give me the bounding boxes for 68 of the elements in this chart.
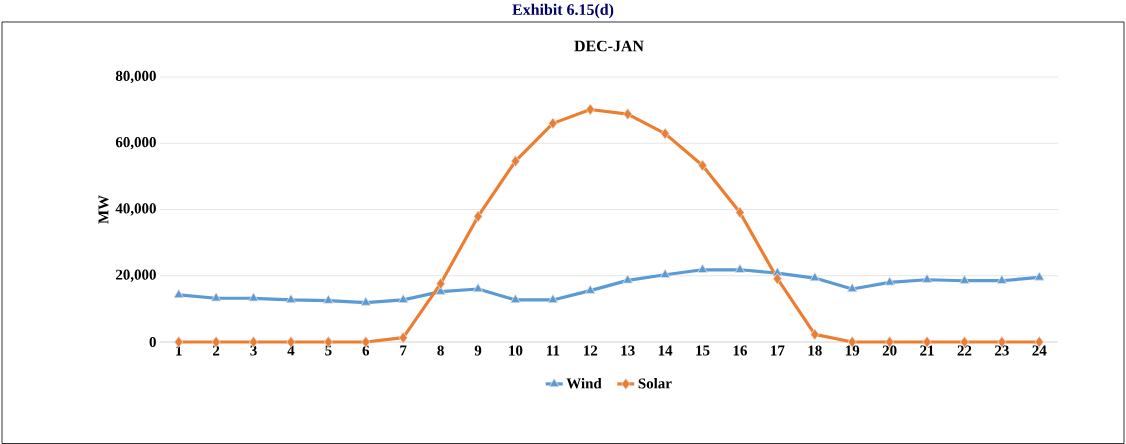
y-tick-label: 60,000 bbox=[115, 137, 156, 150]
point bbox=[473, 210, 483, 223]
y-tick-label: 0 bbox=[149, 336, 156, 348]
point bbox=[623, 108, 633, 120]
point bbox=[548, 117, 558, 130]
y-tick-label: 20,000 bbox=[116, 269, 156, 282]
x-tick-label: 12 bbox=[584, 345, 598, 356]
x-tick-label: 21 bbox=[920, 345, 934, 356]
point bbox=[735, 206, 745, 219]
x-tick-label: 16 bbox=[733, 345, 747, 356]
point bbox=[697, 263, 708, 273]
point bbox=[398, 331, 408, 344]
x-tick-label: 20 bbox=[882, 345, 897, 356]
x-tick-label: 15 bbox=[696, 345, 710, 356]
x-tick-label: 22 bbox=[957, 345, 972, 356]
x-tick-label: 18 bbox=[808, 345, 822, 356]
x-tick-label: 3 bbox=[250, 345, 257, 356]
x-tick-label: 14 bbox=[658, 345, 673, 356]
x-tick-label: 4 bbox=[287, 345, 295, 356]
chart-title: Exhibit 6.15(d) bbox=[512, 3, 614, 19]
point bbox=[884, 276, 895, 286]
x-tick-label: 11 bbox=[547, 345, 560, 356]
y-axis-title: MW bbox=[98, 195, 109, 224]
point bbox=[547, 294, 559, 304]
point bbox=[996, 274, 1008, 284]
x-tick-label: 1 bbox=[176, 345, 182, 356]
x-tick-label: 24 bbox=[1032, 345, 1047, 356]
point bbox=[921, 273, 933, 283]
point bbox=[772, 272, 782, 285]
x-tick-label: 17 bbox=[771, 345, 785, 356]
point bbox=[734, 263, 746, 273]
point bbox=[585, 103, 595, 116]
point bbox=[174, 336, 184, 348]
point bbox=[173, 289, 184, 299]
x-tick-label: 19 bbox=[845, 345, 860, 356]
point bbox=[847, 283, 858, 293]
y-tick-label: 40,000 bbox=[115, 203, 156, 216]
x-tick-label: 10 bbox=[509, 345, 523, 356]
x-tick-label: 2 bbox=[213, 345, 220, 356]
point bbox=[360, 296, 371, 306]
point bbox=[585, 284, 596, 294]
point bbox=[285, 294, 297, 304]
point bbox=[810, 328, 820, 341]
point bbox=[959, 274, 970, 284]
point bbox=[510, 294, 521, 304]
x-tick-label: 6 bbox=[362, 345, 370, 356]
legend-label: Wind bbox=[566, 377, 602, 389]
point bbox=[472, 283, 484, 293]
point bbox=[210, 292, 222, 302]
point bbox=[698, 159, 708, 172]
legend-label: Solar bbox=[638, 377, 672, 389]
x-tick-label: 13 bbox=[621, 345, 635, 356]
x-tick-label: 7 bbox=[400, 345, 407, 356]
x-tick-label: 8 bbox=[437, 345, 444, 356]
point bbox=[622, 274, 633, 284]
point bbox=[248, 292, 259, 302]
point bbox=[1034, 271, 1045, 281]
y-tick-label: 80,000 bbox=[115, 70, 156, 84]
x-tick-label: 23 bbox=[995, 345, 1009, 356]
x-tick-label: 9 bbox=[474, 345, 482, 356]
point bbox=[510, 155, 520, 168]
chart-subtitle: DEC-JAN bbox=[574, 40, 644, 52]
point bbox=[398, 294, 409, 304]
point bbox=[659, 268, 671, 278]
point bbox=[323, 294, 334, 304]
point bbox=[436, 277, 446, 290]
point bbox=[809, 272, 820, 282]
point bbox=[660, 127, 670, 140]
